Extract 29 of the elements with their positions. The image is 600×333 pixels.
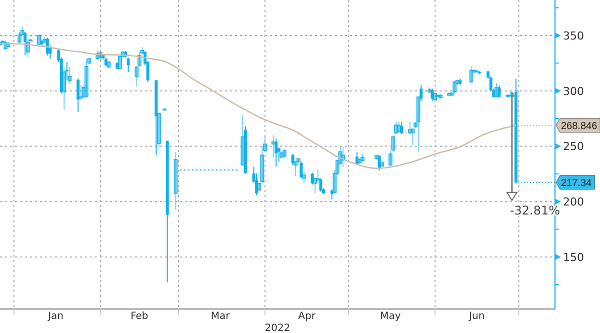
x-tick-label: May: [380, 311, 401, 322]
x-tick-label: Feb: [130, 311, 148, 322]
y-tick-label: 150: [563, 250, 584, 264]
x-tick-label: Jan: [47, 311, 64, 322]
y-tick-label: 350: [563, 29, 584, 42]
candlestick: [126, 57, 130, 72]
candlestick: [291, 153, 294, 166]
text: 217.34: [561, 178, 592, 189]
candlestick: [400, 121, 404, 135]
y-tick-label: 250: [563, 140, 584, 154]
x-axis-title: 2022: [264, 323, 290, 333]
candlestick: [498, 84, 501, 98]
y-tick-label: 200: [563, 196, 584, 209]
candlestick: [319, 178, 322, 192]
x-tick-label: Jun: [468, 311, 485, 322]
candlestick: [330, 188, 334, 200]
x-tick-label: Mar: [210, 311, 231, 322]
candlestick: [420, 84, 423, 102]
data-label: 268.846: [561, 120, 598, 132]
y-tick-label: 300: [563, 84, 584, 98]
candlestick: [300, 161, 303, 179]
x-tick-label: Apr: [298, 311, 316, 322]
candlestick: [65, 62, 68, 81]
candlestick: [378, 154, 381, 172]
candlestick: [76, 78, 80, 112]
candlestick: [24, 32, 27, 56]
candlestick: [310, 172, 314, 185]
candlestick: [274, 138, 278, 168]
candlestick: [430, 88, 434, 102]
